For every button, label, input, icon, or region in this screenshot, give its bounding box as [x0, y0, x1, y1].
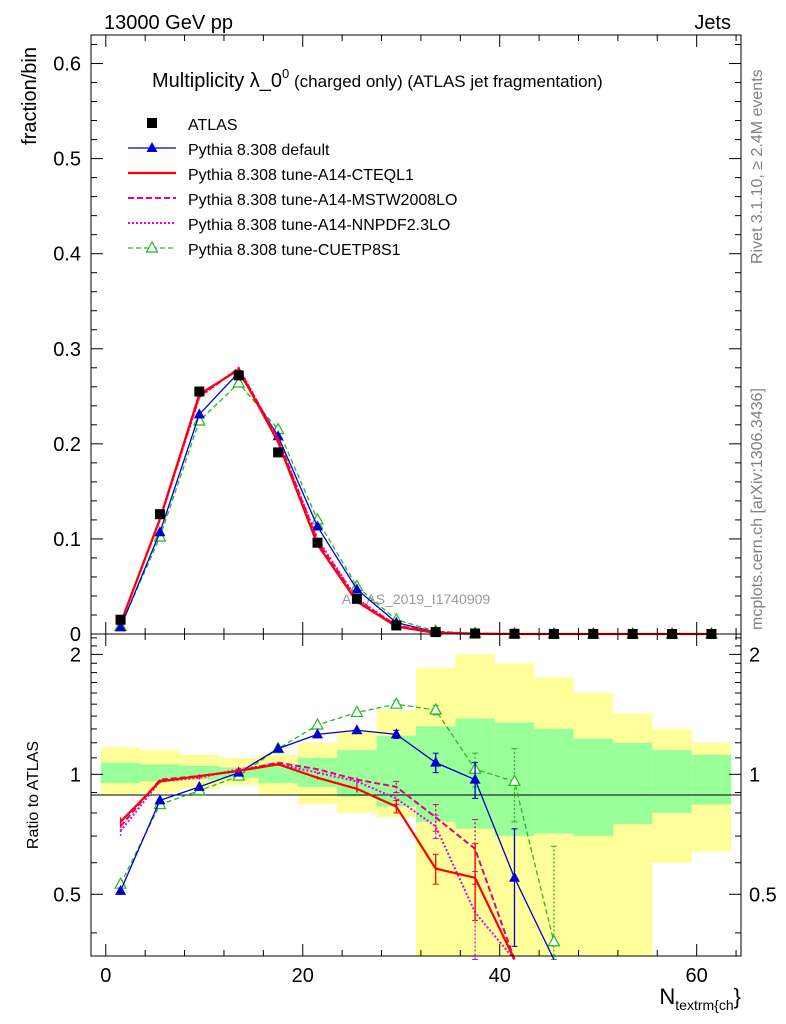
ratio-point-cuetp8s1 [429, 702, 443, 715]
main-point-atlas [233, 370, 244, 381]
main-point-default [154, 526, 166, 537]
main-ytick-label: 0.2 [53, 434, 81, 456]
main-ytick-label: 0.1 [53, 529, 81, 551]
main-title-rest: (charged only) (ATLAS jet fragmentation) [289, 72, 602, 91]
band-inner [100, 762, 141, 784]
ratio-ylabel: Ratio to ATLAS [25, 741, 42, 849]
ratio-plot-frame [90, 633, 742, 957]
ratio-series-default [115, 724, 555, 960]
legend-label-default: Pythia 8.308 default [188, 142, 330, 159]
ratio-point-cuetp8s1 [350, 705, 364, 718]
band-inner [258, 764, 298, 784]
ratio-xtick-label: 20 [292, 965, 314, 987]
main-ytick-label: 0 [70, 624, 81, 646]
main-point-default [115, 621, 127, 632]
main-title-main: Multiplicity λ_0 [152, 70, 282, 92]
ratio-xlabel-main: N [659, 984, 675, 1009]
main-ytick-label: 0.6 [53, 54, 81, 76]
ratio-point-cuetp8s1 [389, 696, 403, 709]
main-ytick-label: 0.5 [53, 149, 81, 171]
legend-entry-mstw: Pythia 8.308 tune-A14-MSTW2008LO [128, 192, 457, 209]
ratio-point-default [469, 773, 481, 784]
band-inner [612, 742, 653, 825]
band-inner [534, 728, 574, 834]
ratio-xtick-label: 0 [100, 965, 111, 987]
main-point-default [351, 583, 363, 594]
ratio-ytick-label: 1 [70, 764, 81, 786]
ratio-ytick-label-right: 2 [749, 644, 760, 666]
legend: ATLAS Pythia 8.308 default Pythia 8.308 tu… [128, 117, 457, 259]
legend-entry-atlas: ATLAS [147, 117, 238, 134]
legend-label-cuetp8s1: Pythia 8.308 tune-CUETP8S1 [188, 242, 401, 259]
ratio-point-cuetp8s1 [507, 774, 521, 786]
ratio-point-default [312, 728, 324, 739]
legend-entry-cuetp8s1: Pythia 8.308 tune-CUETP8S1 [128, 240, 401, 259]
ratio-point-default [115, 884, 127, 895]
main-point-default [193, 408, 205, 419]
header-left: 13000 GeV pp [104, 12, 233, 34]
header-right: Jets [694, 12, 731, 34]
legend-marker-atlas [147, 118, 157, 128]
legend-label-cteql1: Pythia 8.308 tune-A14-CTEQL1 [188, 167, 414, 184]
ratio-point-cuetp8s1 [311, 717, 325, 730]
ratio-uncertainty-bands [100, 654, 732, 956]
main-ytick-label: 0.4 [53, 244, 81, 266]
main-watermark: ATLAS_2019_I1740909 [342, 591, 491, 607]
ratio-ytick-label: 2 [70, 644, 81, 666]
ratio-point-default [508, 871, 520, 882]
ratio-xtick-label: 60 [686, 965, 708, 987]
main-point-atlas [154, 509, 165, 520]
ratio-point-default [351, 724, 363, 735]
legend-entry-cteql1: Pythia 8.308 tune-A14-CTEQL1 [128, 167, 414, 184]
ratio-point-default [430, 756, 442, 767]
ratio-point-default [390, 728, 402, 739]
rivet-label: Rivet 3.1.10, ≥ 2.4M events [749, 69, 766, 264]
ratio-ytick-label: 0.5 [53, 884, 81, 906]
legend-label-atlas: ATLAS [188, 117, 238, 134]
main-point-atlas [115, 614, 126, 625]
mcplots-label: mcplots.cern.ch [arXiv:1306.3436] [749, 388, 766, 630]
ratio-line-nnpdf [119, 763, 516, 961]
ratio-point-cuetp8s1 [547, 934, 561, 947]
ratio-point-default [154, 794, 166, 805]
legend-label-nnpdf: Pythia 8.308 tune-A14-NNPDF2.3LO [188, 217, 450, 234]
main-point-atlas [194, 386, 205, 397]
ratio-xlabel: Ntextrm{ch} [659, 984, 741, 1013]
band-inner [652, 750, 692, 813]
main-ytick-label: 0.3 [53, 339, 81, 361]
ratio-ytick-label-right: 1 [749, 764, 760, 786]
ratio-line-cuetp8s1 [119, 703, 555, 942]
ratio-point-default [193, 780, 205, 791]
ratio-xlabel-tail: } [734, 984, 741, 1009]
legend-entry-nnpdf: Pythia 8.308 tune-A14-NNPDF2.3LO [128, 217, 450, 234]
main-point-atlas [312, 537, 323, 548]
band-inner [691, 754, 732, 805]
main-point-atlas [430, 627, 441, 638]
ratio-xlabel-sub: textrm{ch [675, 997, 733, 1013]
legend-label-mstw: Pythia 8.308 tune-A14-MSTW2008LO [188, 192, 457, 209]
main-title-sup: 0 [282, 66, 289, 81]
ratio-point-default [272, 742, 284, 753]
main-axis-ticks: 0 0.1 0.2 0.3 0.4 0.5 0.6 [53, 35, 741, 646]
legend-marker-default [146, 142, 158, 152]
main-point-default [312, 520, 324, 531]
ratio-line-default [119, 729, 555, 960]
main-title: Multiplicity λ_00 (charged only) (ATLAS … [152, 66, 603, 92]
legend-marker-cuetp8s1 [145, 240, 159, 253]
main-point-cuetp8s1 [232, 375, 246, 388]
ratio-series-cteql1 [119, 762, 516, 960]
main-point-atlas [273, 447, 284, 458]
main-point-atlas [351, 593, 362, 604]
ratio-series-layer [114, 696, 561, 961]
ratio-xtick-label: 40 [489, 965, 511, 987]
legend-entry-default: Pythia 8.308 default [128, 142, 330, 159]
main-ylabel: fraction/bin [19, 47, 41, 145]
main-point-atlas [391, 620, 402, 631]
ratio-ytick-label-right: 0.5 [749, 884, 777, 906]
band-inner [140, 764, 180, 782]
ratio-axis-ticks: 0.5 0.51 12 20 20 40 60 [53, 634, 777, 987]
band-inner [573, 738, 613, 837]
